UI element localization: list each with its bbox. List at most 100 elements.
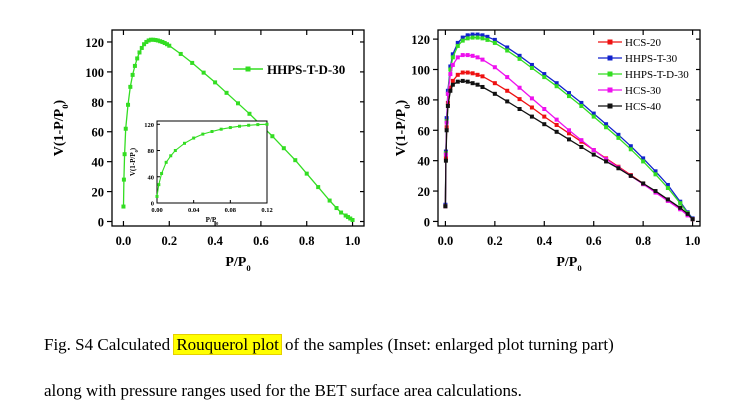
right-y-tick-label: 0 bbox=[424, 215, 430, 229]
right-data-point bbox=[455, 79, 460, 84]
figure-canvas: 0.0 0.2 0.4 0.6 0.8 1.0 0 20 40 60 80 100 120 HHPS-T-… bbox=[52, 29, 701, 273]
right-data-point bbox=[542, 75, 547, 80]
right-data-point bbox=[448, 72, 453, 77]
right-data-point bbox=[567, 131, 571, 136]
right-data-point bbox=[641, 159, 646, 164]
inset-x-tick-label: 0.04 bbox=[188, 207, 200, 214]
right-data-point bbox=[678, 201, 683, 206]
left-chart: 0.0 0.2 0.4 0.6 0.8 1.0 0 20 40 60 80 100 120 HHPS-T-… bbox=[52, 29, 365, 273]
right-data-point bbox=[628, 147, 633, 152]
figure-caption-line-2: along with pressure ranges used for the … bbox=[44, 381, 522, 400]
left-legend-label: HHPS-T-D-30 bbox=[267, 62, 345, 77]
inset-data-point bbox=[183, 141, 186, 145]
right-data-point bbox=[480, 33, 485, 38]
inset-data-point bbox=[219, 127, 223, 131]
inset-data-point bbox=[228, 126, 232, 130]
right-data-point bbox=[505, 99, 510, 104]
left-data-point bbox=[345, 215, 350, 220]
right-y-tick-label: 100 bbox=[411, 64, 430, 78]
left-y-axis-label: V(1-P/P0) bbox=[52, 99, 70, 156]
right-data-point bbox=[554, 117, 559, 122]
right-legend-label: HCS-40 bbox=[625, 101, 662, 113]
right-data-point bbox=[445, 103, 450, 108]
right-legend-marker bbox=[607, 39, 613, 45]
left-data-point bbox=[137, 50, 142, 55]
left-data-point bbox=[270, 134, 275, 139]
right-x-tick-label: 0.2 bbox=[487, 234, 503, 248]
right-y-tick-label: 120 bbox=[411, 33, 430, 47]
left-legend-marker bbox=[245, 66, 251, 72]
left-y-tick-label: 60 bbox=[92, 126, 105, 140]
right-data-point bbox=[470, 35, 475, 40]
left-data-point bbox=[121, 177, 126, 182]
left-y-tick-label: 100 bbox=[85, 66, 104, 80]
left-y-axis-label-part: V(1-P/P bbox=[52, 108, 67, 156]
right-data-point bbox=[653, 169, 658, 174]
left-data-point bbox=[224, 90, 229, 95]
right-data-point bbox=[542, 107, 547, 112]
left-data-point bbox=[167, 43, 172, 48]
left-data-point bbox=[327, 198, 332, 203]
right-data-point bbox=[690, 217, 695, 222]
right-legend-label: HHPS-T-D-30 bbox=[625, 69, 689, 81]
left-data-point bbox=[135, 56, 140, 61]
right-data-point bbox=[529, 114, 534, 119]
left-data-point bbox=[153, 38, 158, 43]
left-data-point bbox=[158, 39, 163, 44]
left-data-point bbox=[122, 152, 127, 157]
right-legend-marker bbox=[607, 55, 613, 61]
inset-data-point bbox=[265, 122, 269, 126]
left-x-axis-label-part: P/P bbox=[225, 255, 246, 270]
left-data-point bbox=[164, 42, 169, 47]
right-data-point bbox=[517, 97, 522, 102]
left-data-point bbox=[304, 171, 309, 176]
caption-text-after: of the samples (Inset: enlarged plot tur… bbox=[280, 335, 614, 354]
left-y-tick-label: 80 bbox=[92, 96, 105, 110]
right-data-point bbox=[455, 55, 460, 60]
inset-y-axis-label-part: V(1-P/P bbox=[129, 152, 137, 176]
left-x-tick-label: 0.2 bbox=[161, 234, 177, 248]
right-data-point bbox=[460, 78, 465, 83]
right-data-point bbox=[542, 72, 547, 77]
left-y-tick-label: 120 bbox=[85, 36, 104, 50]
right-data-point bbox=[470, 53, 475, 58]
right-data-point bbox=[616, 135, 621, 140]
right-data-point bbox=[485, 37, 490, 42]
right-data-point bbox=[604, 159, 609, 164]
left-data-point bbox=[201, 70, 206, 75]
right-data-point bbox=[591, 114, 596, 119]
right-data-point bbox=[529, 105, 534, 110]
right-data-point bbox=[470, 81, 475, 86]
left-y-tick-label: 0 bbox=[98, 216, 104, 230]
right-legend-marker bbox=[607, 71, 613, 77]
figure-caption-line-1: Fig. S4 Calculated Rouquerol plot of the… bbox=[44, 334, 734, 355]
right-data-point bbox=[475, 55, 480, 60]
right-x-tick-label: 0.8 bbox=[635, 234, 651, 248]
left-data-point bbox=[128, 84, 133, 89]
right-legend-label: HCS-20 bbox=[625, 37, 662, 49]
right-data-point bbox=[475, 72, 480, 77]
left-data-point bbox=[339, 210, 344, 215]
right-data-point bbox=[480, 57, 485, 62]
right-data-point bbox=[448, 85, 453, 90]
inset-y-axis-label: V(1-P/P0) bbox=[129, 147, 139, 176]
right-data-point bbox=[448, 67, 453, 72]
right-data-point bbox=[517, 85, 522, 90]
left-x-axis-label-part: 0 bbox=[246, 263, 250, 273]
left-data-point bbox=[348, 216, 353, 221]
right-data-point bbox=[641, 181, 646, 186]
right-data-point bbox=[567, 128, 571, 133]
right-y-tick-label: 20 bbox=[418, 185, 431, 199]
right-data-point bbox=[443, 158, 448, 163]
inset-y-tick-label: 120 bbox=[144, 122, 154, 129]
right-y-axis-label-part: V(1-P/P bbox=[394, 108, 409, 156]
inset-data-point bbox=[160, 171, 164, 175]
right-y-axis-label-part: ) bbox=[394, 99, 409, 104]
right-plot-frame bbox=[437, 29, 701, 227]
left-data-point bbox=[190, 60, 195, 65]
inset-frame bbox=[156, 120, 268, 204]
right-x-axis-label-part: 0 bbox=[577, 263, 581, 273]
right-data-point bbox=[475, 82, 480, 87]
right-data-point bbox=[492, 81, 497, 86]
right-data-point bbox=[485, 34, 490, 39]
